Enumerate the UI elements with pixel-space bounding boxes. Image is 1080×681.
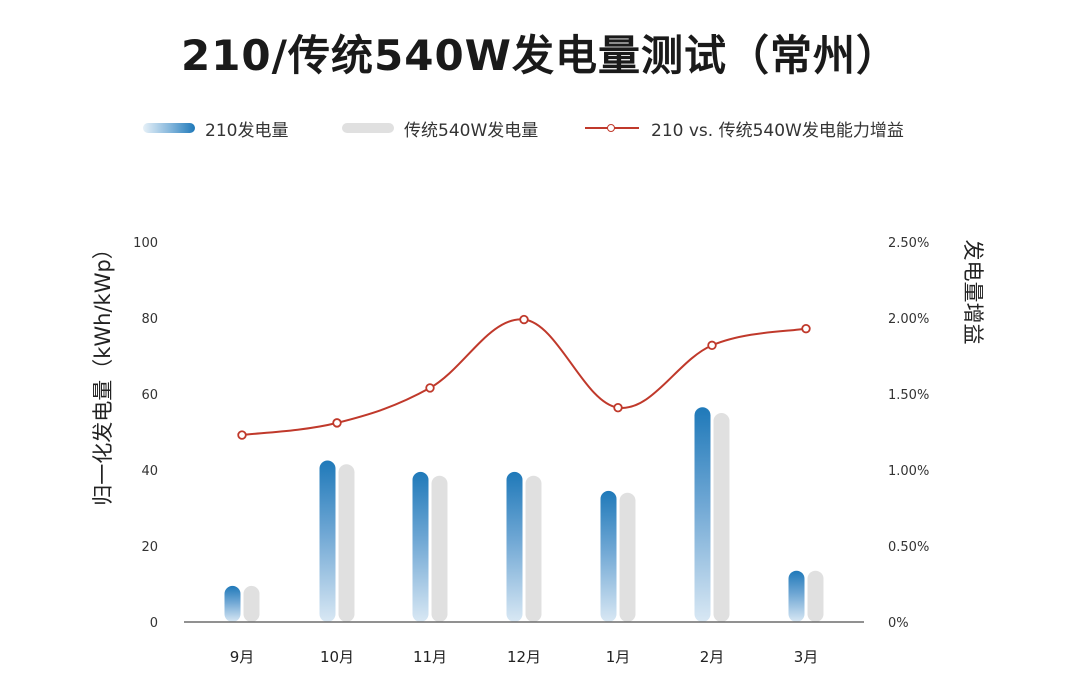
bar-540w-3 (525, 475, 542, 622)
bar-210-5 (694, 407, 711, 622)
bar-210-1 (319, 460, 336, 622)
legend-item-210: 210发电量 (143, 113, 288, 143)
bar-210-3 (506, 471, 523, 622)
y-tick-label: 20 (141, 540, 158, 555)
gain-point-6 (801, 323, 811, 334)
x-tick-label: 10月 (320, 648, 354, 666)
x-tick-label: 2月 (700, 648, 725, 666)
legend-item-gain: 210 vs. 传统540W发电能力增益 (585, 113, 904, 143)
bar-540w-5 (713, 413, 730, 622)
x-tick-label: 9月 (230, 648, 255, 666)
gain-point-5 (707, 340, 717, 351)
bar-210-4 (600, 490, 617, 622)
gain-point-3 (519, 314, 529, 325)
legend-swatch-gain (585, 123, 639, 133)
bar-540w-0 (243, 585, 260, 622)
legend: 210发电量 传统540W发电量 210 vs. 传统540W发电能力增益 (0, 113, 1080, 143)
bar-210-6 (788, 570, 805, 622)
x-tick-label: 11月 (413, 648, 447, 666)
gain-point-0 (237, 430, 247, 440)
gain-point-1 (332, 418, 342, 428)
y2-tick-label: 1.00% (888, 464, 929, 479)
y2-tick-label: 0.50% (888, 540, 929, 555)
x-tick-label: 3月 (794, 648, 819, 666)
legend-swatch-210 (143, 123, 195, 133)
chart-title: 210/传统540W发电量测试（常州） (180, 31, 899, 80)
legend-item-540w: 传统540W发电量 (342, 113, 538, 143)
gain-point-4 (613, 402, 623, 413)
gain-point-2 (425, 383, 435, 393)
y2-tick-label: 0% (888, 616, 909, 631)
bar-210-0 (224, 585, 241, 622)
bar-540w-1 (338, 464, 355, 622)
bar-540w-2 (431, 475, 448, 622)
legend-label-210: 210发电量 (205, 120, 289, 141)
y2-tick-label: 2.00% (888, 312, 929, 327)
x-tick-label: 12月 (507, 648, 541, 666)
legend-label-540w: 传统540W发电量 (404, 120, 539, 141)
x-tick-label: 1月 (606, 648, 631, 666)
legend-swatch-540w (342, 123, 394, 133)
y-tick-label: 0 (150, 616, 158, 631)
bar-540w-6 (807, 570, 824, 622)
legend-label-gain: 210 vs. 传统540W发电能力增益 (651, 120, 904, 141)
y2-tick-label: 2.50% (888, 236, 929, 251)
bar-210-2 (412, 471, 429, 622)
y-tick-label: 80 (141, 312, 158, 327)
y-tick-label: 40 (141, 464, 158, 479)
y2-axis-title: 发电量增益 (961, 240, 985, 345)
y-tick-label: 100 (133, 236, 158, 251)
y2-tick-label: 1.50% (888, 388, 929, 403)
bar-540w-4 (619, 492, 636, 622)
y-axis-title: 归一化发电量（kWh/kWp） (91, 238, 115, 506)
y-tick-label: 60 (141, 388, 158, 403)
